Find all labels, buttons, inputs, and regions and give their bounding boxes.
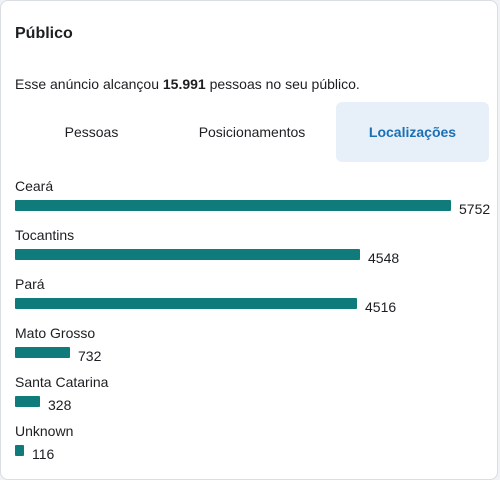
location-name: Ceará [15, 178, 54, 194]
location-bar [15, 396, 40, 407]
location-bar [15, 347, 70, 358]
location-value: 732 [78, 347, 102, 364]
tab-localizacoes[interactable]: Localizações [336, 102, 489, 162]
location-value: 4548 [368, 249, 400, 266]
location-row: Tocantins 4548 [15, 227, 495, 276]
location-list: Ceará 5752 Tocantins 4548 Pará 4516 Mato… [15, 178, 495, 472]
summary-suffix: pessoas no seu público. [205, 76, 360, 92]
summary-value: 15.991 [162, 76, 206, 92]
tab-pessoas[interactable]: Pessoas [64, 124, 119, 140]
location-value: 4516 [365, 298, 397, 315]
tab-posicionamentos[interactable]: Posicionamentos [198, 124, 306, 140]
summary-prefix: Esse anúncio alcançou [15, 76, 163, 92]
tab-bar: Pessoas Posicionamentos Localizações [15, 102, 489, 162]
location-name: Unknown [15, 423, 74, 439]
location-value: 5752 [459, 200, 491, 217]
location-bar [15, 200, 451, 211]
panel-title: Público [15, 25, 73, 42]
location-row: Unknown 116 [15, 423, 495, 472]
location-bar [15, 298, 357, 309]
location-row: Santa Catarina 328 [15, 374, 495, 423]
location-name: Pará [15, 276, 45, 292]
location-name: Tocantins [15, 227, 75, 243]
location-value: 328 [48, 396, 72, 413]
location-name: Santa Catarina [15, 374, 109, 390]
location-bar [15, 445, 24, 456]
location-row: Pará 4516 [15, 276, 495, 325]
location-bar [15, 249, 360, 260]
location-name: Mato Grosso [15, 325, 96, 341]
location-row: Mato Grosso 732 [15, 325, 495, 374]
reach-summary: Esse anúncio alcançou 15.991 pessoas no … [15, 76, 360, 92]
location-row: Ceará 5752 [15, 178, 495, 227]
location-value: 116 [32, 445, 55, 462]
